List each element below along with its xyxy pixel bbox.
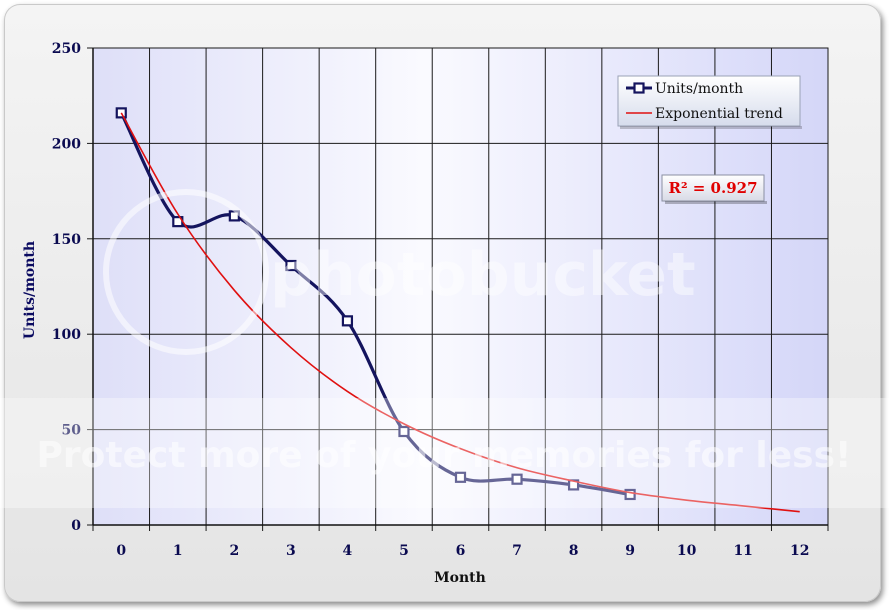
legend: Units/month Exponential trend xyxy=(617,75,802,129)
x-tick-label: 9 xyxy=(625,543,635,559)
y-tick-label: 250 xyxy=(52,41,81,57)
y-tick-label: 150 xyxy=(52,232,81,248)
x-tick-label: 8 xyxy=(569,543,579,559)
x-tick-label: 1 xyxy=(173,543,183,559)
x-tick-label: 5 xyxy=(399,543,409,559)
axes xyxy=(87,47,829,531)
legend-item-trend: Exponential trend xyxy=(626,106,783,122)
legend-label-trend: Exponential trend xyxy=(655,106,783,122)
watermark-text: Protect more of your memories for less! xyxy=(37,435,852,476)
data-point xyxy=(624,488,636,501)
x-tick-label: 3 xyxy=(286,543,296,559)
r-squared-label: R² = 0.927 xyxy=(668,179,757,197)
watermark-band xyxy=(0,398,889,508)
x-tick-label: 10 xyxy=(677,543,697,559)
series-layer xyxy=(115,107,800,513)
x-axis-title: Month xyxy=(434,570,486,586)
legend-item-units: Units/month xyxy=(626,81,743,97)
x-tick-label: 12 xyxy=(790,543,809,559)
data-point xyxy=(285,259,297,272)
r-squared-box: R² = 0.927 xyxy=(661,174,767,204)
x-tick-label: 6 xyxy=(456,543,466,559)
watermark-ring xyxy=(103,189,269,355)
series-line-units xyxy=(119,112,631,497)
data-point xyxy=(511,473,523,485)
y-tick-label: 50 xyxy=(62,423,82,439)
data-point xyxy=(341,315,354,327)
series-line-trend xyxy=(120,112,800,513)
x-tick-label: 4 xyxy=(343,543,353,559)
data-point xyxy=(398,425,410,438)
data-point xyxy=(454,471,467,483)
y-tick-label: 0 xyxy=(71,518,81,534)
plot-area xyxy=(92,47,829,526)
y-axis-title: Units/month xyxy=(22,241,38,339)
y-tick-label: 200 xyxy=(52,136,81,152)
x-tick-label: 11 xyxy=(733,543,752,559)
watermark-brand: photobucket xyxy=(270,240,696,310)
x-tick-label: 0 xyxy=(116,543,126,559)
tick-labels: 0501001502002500123456789101112 xyxy=(52,41,810,559)
x-tick-label: 7 xyxy=(512,543,522,559)
x-tick-label: 2 xyxy=(229,543,239,559)
legend-label-units: Units/month xyxy=(655,81,743,97)
y-tick-label: 100 xyxy=(52,327,81,343)
